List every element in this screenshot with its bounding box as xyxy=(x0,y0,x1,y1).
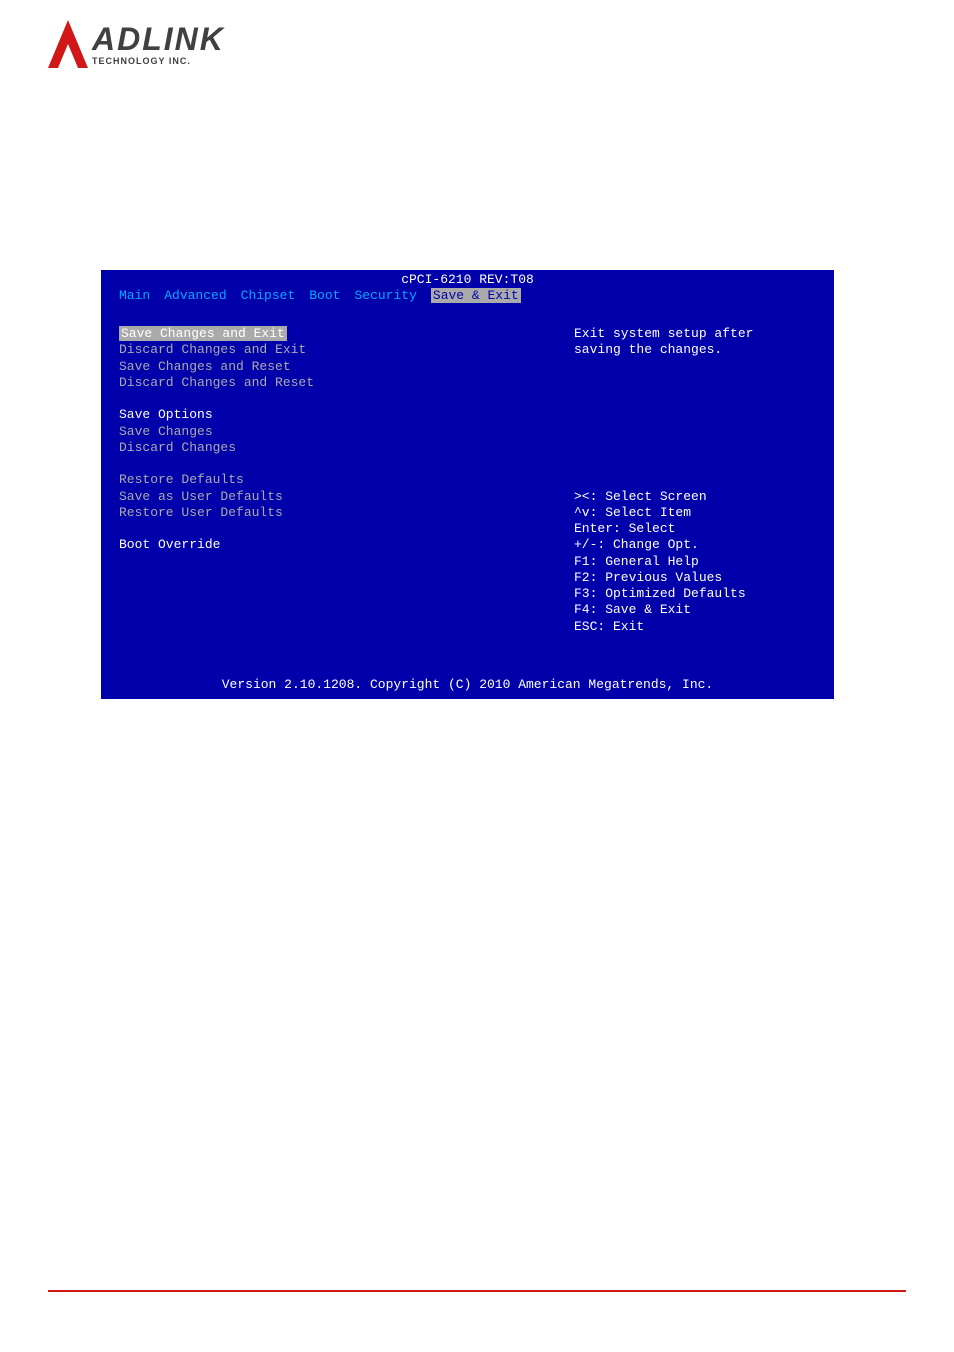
spacer xyxy=(574,391,812,407)
bios-left-panel: Save Changes and Exit Discard Changes an… xyxy=(107,326,567,651)
spacer xyxy=(119,619,557,635)
menu-chipset[interactable]: Chipset xyxy=(241,288,296,303)
bios-content: Save Changes and Exit Discard Changes an… xyxy=(101,326,834,651)
spacer xyxy=(119,635,557,651)
spacer xyxy=(574,407,812,423)
key-f4: F4: Save & Exit xyxy=(574,602,812,618)
bios-title: cPCI-6210 REV:T08 xyxy=(101,270,834,288)
bios-menu-bar: Main Advanced Chipset Boot Security Save & Ex… xyxy=(101,288,834,304)
spacer xyxy=(574,359,812,375)
key-change-opt: +/-: Change Opt. xyxy=(574,537,812,553)
item-restore-user-defaults[interactable]: Restore User Defaults xyxy=(119,505,557,521)
spacer xyxy=(574,424,812,440)
item-save-changes[interactable]: Save Changes xyxy=(119,424,557,440)
key-f3: F3: Optimized Defaults xyxy=(574,586,812,602)
bios-right-panel: Exit system setup after saving the chang… xyxy=(567,326,824,651)
help-text-line1: Exit system setup after xyxy=(574,326,812,342)
item-discard-changes-exit[interactable]: Discard Changes and Exit xyxy=(119,342,557,358)
footer-divider xyxy=(48,1290,906,1292)
menu-boot[interactable]: Boot xyxy=(309,288,340,303)
logo: ADLINK TECHNOLOGY INC. xyxy=(48,20,225,68)
key-f1: F1: General Help xyxy=(574,554,812,570)
spacer xyxy=(119,554,557,570)
spacer xyxy=(574,440,812,456)
border-top: /---------------------------------------… xyxy=(101,305,834,327)
spacer xyxy=(119,586,557,602)
key-f2: F2: Previous Values xyxy=(574,570,812,586)
menu-security[interactable]: Security xyxy=(354,288,416,303)
item-save-changes-exit[interactable]: Save Changes and Exit xyxy=(119,326,557,342)
bios-screen: cPCI-6210 REV:T08 Main Advanced Chipset Boo… xyxy=(101,270,834,699)
item-discard-changes-reset[interactable]: Discard Changes and Reset xyxy=(119,375,557,391)
help-divider: ------------------------- xyxy=(574,472,812,488)
spacer xyxy=(119,570,557,586)
spacer xyxy=(119,521,557,537)
menu-save-exit[interactable]: Save & Exit xyxy=(431,288,521,303)
bios-footer: Version 2.10.1208. Copyright (C) 2010 Am… xyxy=(101,673,834,699)
spacer xyxy=(574,375,812,391)
menu-main[interactable]: Main xyxy=(119,288,150,303)
item-discard-changes[interactable]: Discard Changes xyxy=(119,440,557,456)
item-restore-defaults[interactable]: Restore Defaults xyxy=(119,472,557,488)
header-boot-override: Boot Override xyxy=(119,537,557,553)
key-enter: Enter: Select xyxy=(574,521,812,537)
logo-triangle-icon xyxy=(48,20,88,68)
border-bottom: \---------------------------------------… xyxy=(101,651,834,673)
menu-advanced[interactable]: Advanced xyxy=(164,288,226,303)
spacer xyxy=(119,391,557,407)
logo-text: ADLINK TECHNOLOGY INC. xyxy=(92,23,225,66)
key-select-screen: ><: Select Screen xyxy=(574,489,812,505)
spacer xyxy=(119,602,557,618)
spacer xyxy=(119,456,557,472)
header-save-options: Save Options xyxy=(119,407,557,423)
help-text-line2: saving the changes. xyxy=(574,342,812,358)
key-select-item: ^v: Select Item xyxy=(574,505,812,521)
item-save-changes-reset[interactable]: Save Changes and Reset xyxy=(119,359,557,375)
spacer xyxy=(574,456,812,472)
logo-sub-text: TECHNOLOGY INC. xyxy=(92,57,225,66)
logo-main-text: ADLINK xyxy=(92,23,225,55)
item-save-user-defaults[interactable]: Save as User Defaults xyxy=(119,489,557,505)
key-esc: ESC: Exit xyxy=(574,619,812,635)
